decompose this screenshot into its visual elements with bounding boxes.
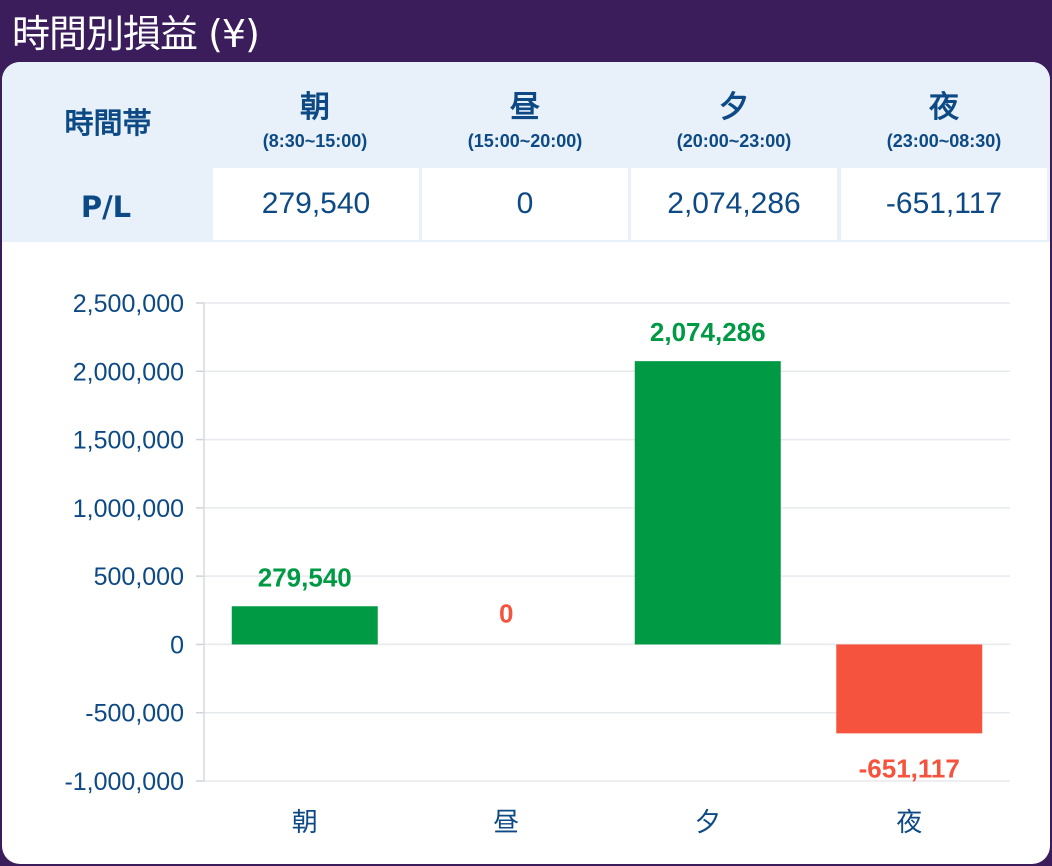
bar (836, 644, 983, 734)
y-tick-label: 1,500,000 (73, 427, 184, 455)
header-bar: 時間別損益 (¥) (0, 0, 1052, 62)
y-tick-label: -1,000,000 (64, 768, 184, 796)
data-label: 0 (499, 598, 513, 628)
x-tick-label: 朝 (292, 808, 318, 838)
column-header-night: 夜 (23:00~08:30) (841, 88, 1047, 154)
data-label: 279,540 (258, 562, 352, 592)
column-time: (23:00~08:30) (886, 131, 1002, 151)
data-label: -651,117 (859, 753, 960, 783)
pl-table: 時間帯 P/L 朝 (8:30~15:00) 昼 (15:00~20:00) 夕… (2, 62, 1050, 242)
column-name: 昼 (510, 90, 540, 125)
x-tick-label: 夜 (896, 808, 922, 838)
y-tick-label: 1,000,000 (73, 495, 184, 523)
x-tick-label: 夕 (695, 808, 721, 838)
y-tick-label: 0 (170, 631, 184, 659)
page-title: 時間別損益 (¥) (12, 12, 260, 56)
pl-cell-night: -651,117 (841, 168, 1047, 240)
column-header-evening: 夕 (20:00~23:00) (631, 88, 837, 154)
data-label: 2,074,286 (650, 317, 766, 347)
pl-cell-evening: 2,074,286 (631, 168, 837, 240)
column-name: 夜 (929, 90, 959, 125)
row-label-pl: P/L (80, 190, 132, 224)
pl-cell-noon: 0 (422, 168, 628, 240)
pl-cell-morning: 279,540 (213, 168, 419, 240)
column-name: 夕 (719, 90, 749, 125)
y-tick-label: -500,000 (85, 700, 184, 728)
column-time: (15:00~20:00) (467, 131, 583, 151)
pl-card: 時間帯 P/L 朝 (8:30~15:00) 昼 (15:00~20:00) 夕… (2, 62, 1050, 864)
column-time: (8:30~15:00) (262, 131, 368, 151)
y-tick-label: 2,500,000 (73, 290, 184, 318)
column-time: (20:00~23:00) (676, 131, 792, 151)
x-tick-label: 昼 (493, 808, 519, 838)
pl-bar-chart: 2,500,000 2,000,000 1,500,000 1,000,000 500,… (64, 290, 1010, 838)
y-tick-label: 500,000 (94, 563, 184, 591)
column-name: 朝 (300, 90, 330, 125)
column-header-morning: 朝 (8:30~15:00) (212, 88, 418, 154)
bar (634, 361, 781, 645)
column-header-noon: 昼 (15:00~20:00) (422, 88, 628, 154)
bar (231, 606, 378, 645)
row-label-time: 時間帯 (64, 106, 152, 140)
y-tick-label: 2,000,000 (73, 358, 184, 386)
